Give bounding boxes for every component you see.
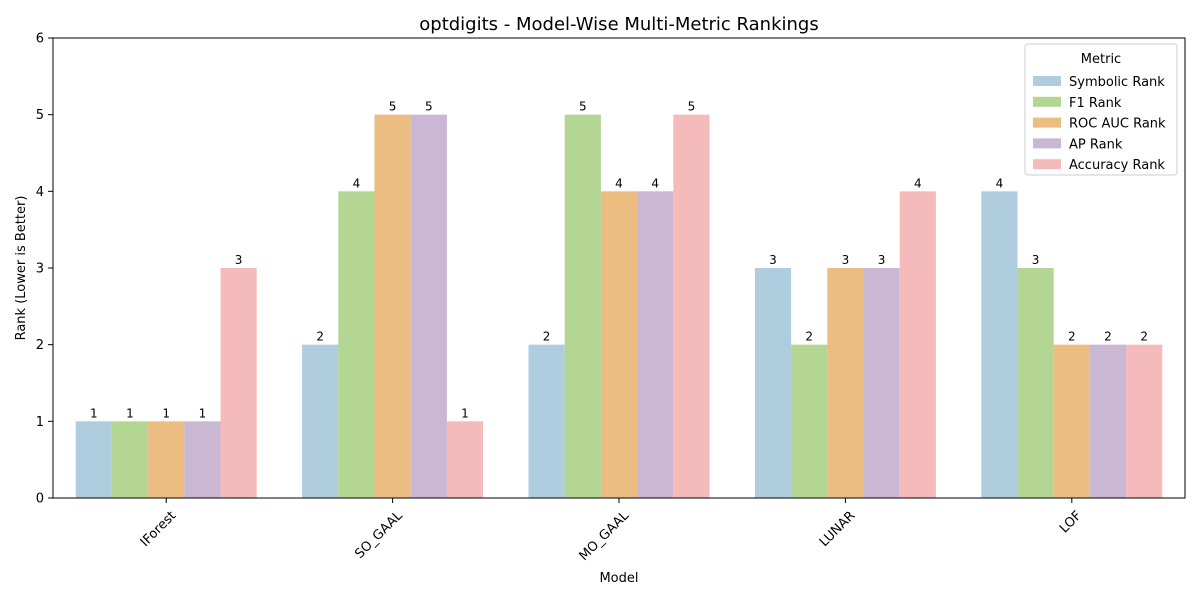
bar-value-label: 4 <box>914 176 922 190</box>
bar-value-label: 5 <box>579 100 587 114</box>
bar-value-label: 3 <box>878 253 886 267</box>
bar-value-label: 4 <box>996 176 1004 190</box>
bar <box>791 344 828 498</box>
legend-swatch <box>1033 96 1061 107</box>
bar <box>111 421 149 498</box>
x-tick-label: SO_GAAL <box>352 508 406 562</box>
legend-entry-label: ROC AUC Rank <box>1069 117 1166 132</box>
bar-value-label: 2 <box>805 330 813 344</box>
bar <box>528 344 565 498</box>
y-tick-label: 2 <box>36 338 44 353</box>
bar <box>637 191 674 499</box>
bar <box>899 191 936 499</box>
bar-value-label: 3 <box>1032 253 1040 267</box>
bar <box>1126 344 1163 498</box>
bar <box>410 114 447 499</box>
bars-group <box>75 114 1163 499</box>
bar-value-label: 1 <box>162 406 170 420</box>
chart-title: optdigits - Model-Wise Multi-Metric Rank… <box>419 14 818 35</box>
bar-value-label: 3 <box>235 253 243 267</box>
legend: Metric Symbolic Rank F1 Rank ROC AUC Rank AP… <box>1024 43 1178 176</box>
x-tick-label: LUNAR <box>817 508 859 550</box>
legend-swatch <box>1033 117 1061 128</box>
y-tick-label: 1 <box>36 415 44 430</box>
legend-swatch <box>1033 76 1061 86</box>
bar-value-label: 2 <box>1068 330 1076 344</box>
bar <box>184 421 221 498</box>
legend-swatch <box>1033 138 1061 149</box>
x-tick-label: LOF <box>1057 508 1085 536</box>
bar <box>981 191 1018 499</box>
bar-value-label: 2 <box>1140 330 1148 344</box>
bar-value-label: 2 <box>543 330 551 344</box>
bar <box>564 114 601 499</box>
legend-entry-label: Accuracy Rank <box>1069 158 1165 173</box>
bar-value-label: 1 <box>461 406 469 420</box>
y-axis-label: Rank (Lower is Better) <box>14 196 29 341</box>
x-tick-label: IForest <box>138 508 180 550</box>
legend-entry-label: Symbolic Rank <box>1069 75 1165 90</box>
bar <box>1053 344 1090 498</box>
bar <box>827 268 864 498</box>
bar-value-label: 4 <box>615 176 623 190</box>
y-tick-label: 0 <box>36 492 44 507</box>
bar <box>302 344 339 498</box>
legend-box <box>1024 43 1178 176</box>
y-tick-label: 5 <box>36 108 44 123</box>
bar <box>1089 344 1127 498</box>
bar <box>148 421 185 498</box>
bar-value-label: 2 <box>316 330 324 344</box>
bar-value-label: 5 <box>425 100 433 114</box>
bar <box>75 421 112 498</box>
bar <box>754 268 792 498</box>
y-tick-label: 4 <box>36 185 44 200</box>
bar-value-label: 2 <box>1104 330 1112 344</box>
bar <box>220 268 257 498</box>
y-tick-label: 6 <box>36 32 44 47</box>
bar <box>374 114 411 499</box>
legend-entry-label: AP Rank <box>1069 137 1123 152</box>
bar-value-label: 1 <box>126 406 134 420</box>
bar-value-label: 5 <box>389 100 397 114</box>
bar <box>1017 268 1054 498</box>
y-ticks-group: 0 1 2 3 4 5 6 <box>36 32 53 507</box>
bar <box>863 268 900 498</box>
bar-value-label: 1 <box>90 406 98 420</box>
x-ticks-group: IForest SO_GAAL MO_GAAL LUNAR LOF <box>138 498 1085 564</box>
data-labels-group: 1 1 1 1 3 2 4 5 5 1 2 5 4 4 5 3 2 3 3 4 4 3 2 2 2 <box>90 100 1148 421</box>
bar-value-label: 4 <box>353 176 361 190</box>
bar <box>338 191 375 499</box>
bar <box>600 191 638 499</box>
x-tick-label: MO_GAAL <box>577 508 633 564</box>
bar-value-label: 1 <box>199 406 207 420</box>
bar-value-label: 5 <box>688 100 696 114</box>
bar-value-label: 3 <box>842 253 850 267</box>
bar-value-label: 3 <box>769 253 777 267</box>
x-axis-label: Model <box>599 571 638 586</box>
legend-entry-label: F1 Rank <box>1069 96 1122 111</box>
bar-value-label: 4 <box>651 176 659 190</box>
legend-swatch <box>1033 159 1061 170</box>
y-tick-label: 3 <box>36 262 44 277</box>
bar <box>446 421 484 498</box>
legend-title: Metric <box>1081 52 1121 67</box>
bar <box>673 114 710 499</box>
